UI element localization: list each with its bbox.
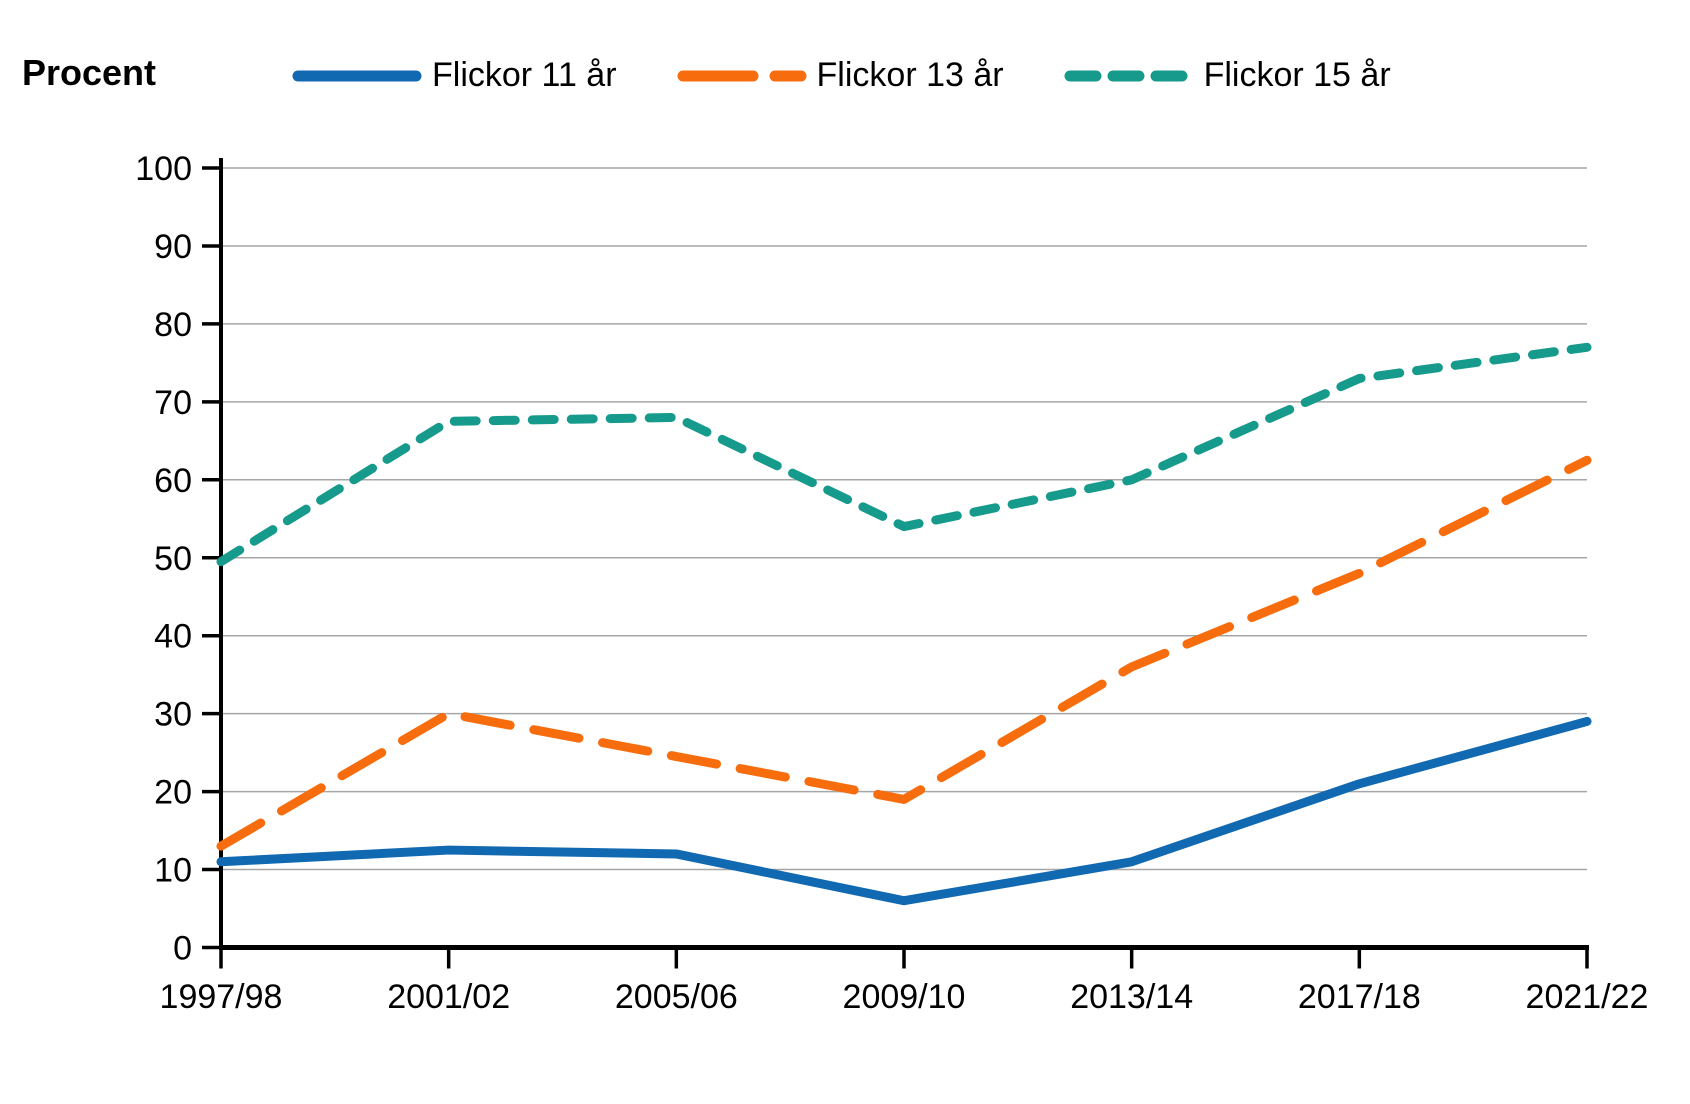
legend-item-3: Flickor 15 år — [1064, 56, 1391, 95]
legend-item-2: Flickor 13 år — [677, 56, 1004, 95]
y-axis-tick-label: 80 — [154, 306, 192, 344]
series-line-flickor-13-r — [216, 455, 1592, 851]
x-axis-tick-label: 2017/18 — [1298, 978, 1421, 1016]
legend-label: Flickor 15 år — [1203, 56, 1391, 94]
x-axis-tick-label: 2021/22 — [1526, 978, 1649, 1016]
y-axis-tick-label: 20 — [154, 774, 192, 812]
y-axis-tick-label: 0 — [173, 930, 192, 968]
series-line-flickor-15-r — [216, 342, 1592, 567]
y-axis-tick-label: 50 — [154, 540, 192, 578]
legend-label: Flickor 11 år — [432, 56, 617, 94]
x-axis-tick-label: 2001/02 — [387, 978, 510, 1016]
y-axis-title: Procent — [22, 52, 157, 93]
y-axis-tick-label: 70 — [154, 384, 192, 422]
x-axis-tick-label: 2009/10 — [843, 978, 966, 1016]
x-axis-tick-label: 2005/06 — [615, 978, 738, 1016]
legend-item-1: Flickor 11 år — [292, 56, 617, 95]
chart-legend: Flickor 11 år Flickor 13 år Flickor 15 år — [292, 56, 1391, 95]
series-line-flickor-11-r — [216, 716, 1592, 906]
legend-line-swatch-icon — [292, 70, 422, 81]
legend-line-swatch-icon — [677, 70, 807, 81]
x-axis-tick-label: 1997/98 — [160, 978, 283, 1016]
y-axis-tick-label: 90 — [154, 228, 192, 266]
y-axis-tick-label: 10 — [154, 852, 192, 890]
legend-label: Flickor 13 år — [816, 56, 1004, 94]
y-axis-tick-label: 40 — [154, 618, 192, 656]
y-axis-tick-label: 30 — [154, 696, 192, 734]
y-axis-tick-label: 60 — [154, 462, 192, 500]
y-axis-tick-label: 100 — [135, 150, 192, 188]
x-axis-tick-label: 2013/14 — [1070, 978, 1193, 1016]
legend-line-swatch-icon — [1064, 70, 1194, 81]
